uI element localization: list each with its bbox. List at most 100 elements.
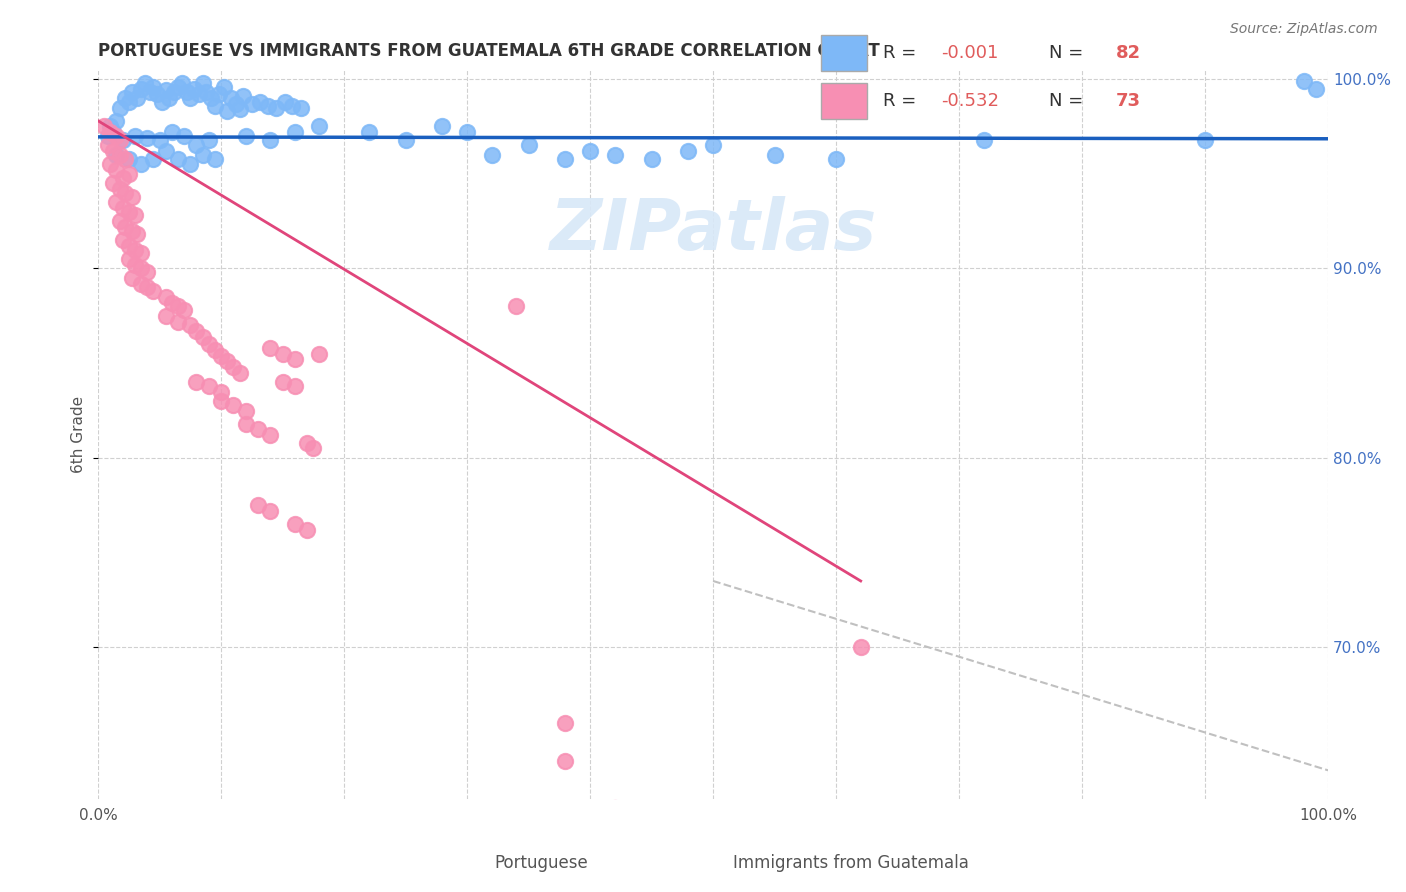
Point (179, 318, 201, 333)
Point (195, 86, 218, 100)
Point (249, 95, 271, 109)
Point (179, 157, 201, 171)
Point (235, 417, 257, 431)
Point (973, 133, 995, 147)
Point (129, 277, 152, 291)
Point (295, 523, 318, 537)
Point (136, 131, 159, 145)
Point (170, 76, 193, 90)
Text: -0.532: -0.532 (941, 92, 1000, 110)
Point (259, 341, 281, 355)
Point (98, 125, 121, 139)
Point (284, 352, 307, 367)
Point (101, 125, 124, 139)
Point (284, 517, 307, 532)
Point (849, 640, 872, 655)
Text: ZIPatlas: ZIPatlas (550, 195, 877, 265)
Point (167, 79, 190, 94)
Point (155, 83, 177, 97)
Point (129, 261, 152, 276)
Point (97, 128, 120, 143)
Point (114, 152, 136, 166)
Point (517, 138, 540, 153)
Point (121, 224, 143, 238)
Point (481, 148, 503, 162)
Point (207, 87, 229, 102)
Point (394, 133, 416, 147)
Point (186, 324, 208, 338)
Point (134, 76, 156, 90)
Point (456, 125, 478, 139)
Point (93, 120, 115, 134)
Text: N =: N = (1049, 92, 1090, 110)
Point (209, 394, 232, 409)
Point (235, 403, 257, 417)
Point (222, 398, 245, 412)
Point (114, 219, 136, 234)
Point (173, 303, 195, 318)
Point (204, 152, 226, 166)
Point (763, 148, 786, 162)
Text: Immigrants from Guatemala: Immigrants from Guatemala (733, 855, 969, 872)
Point (114, 186, 136, 200)
Point (204, 98, 226, 112)
Point (186, 375, 208, 389)
Point (228, 103, 250, 117)
Point (197, 379, 219, 393)
Point (191, 329, 214, 343)
Point (155, 290, 177, 304)
Point (118, 95, 141, 109)
Point (228, 366, 250, 380)
Bar (821, 83, 866, 119)
Point (1292, 74, 1315, 88)
Point (108, 182, 131, 196)
Point (259, 504, 281, 518)
Point (246, 498, 269, 512)
Point (284, 125, 307, 139)
Text: -0.001: -0.001 (941, 44, 998, 62)
Point (98, 157, 121, 171)
Point (101, 144, 124, 158)
Point (173, 128, 195, 143)
Point (167, 152, 190, 166)
Point (129, 157, 152, 171)
Point (219, 91, 242, 105)
Point (197, 133, 219, 147)
Point (136, 265, 159, 279)
Point (176, 86, 198, 100)
Point (302, 442, 325, 456)
Point (209, 349, 232, 363)
Point (259, 133, 281, 147)
Point (187, 87, 209, 102)
Y-axis label: 6th Grade: 6th Grade (72, 396, 86, 473)
Text: N =: N = (1049, 44, 1090, 62)
Point (121, 86, 143, 100)
Point (603, 801, 626, 815)
Point (554, 754, 576, 768)
Point (222, 359, 245, 374)
Point (295, 435, 318, 450)
Point (259, 428, 281, 442)
Point (98, 120, 121, 134)
Point (702, 138, 724, 153)
Point (111, 233, 134, 247)
Point (124, 128, 146, 143)
Point (640, 152, 662, 166)
Point (118, 152, 141, 166)
Point (554, 152, 576, 166)
Point (155, 309, 177, 323)
Point (284, 379, 307, 393)
Bar (821, 35, 866, 70)
Text: PORTUGUESE VS IMMIGRANTS FROM GUATEMALA 6TH GRADE CORRELATION CHART: PORTUGUESE VS IMMIGRANTS FROM GUATEMALA … (98, 42, 880, 60)
Point (105, 128, 128, 143)
Point (167, 299, 190, 313)
Point (191, 76, 214, 90)
Point (160, 295, 183, 310)
Point (271, 375, 294, 389)
Point (105, 113, 128, 128)
Point (579, 144, 602, 158)
Point (217, 354, 239, 368)
Point (124, 209, 146, 223)
Point (114, 91, 136, 105)
Point (127, 227, 149, 242)
